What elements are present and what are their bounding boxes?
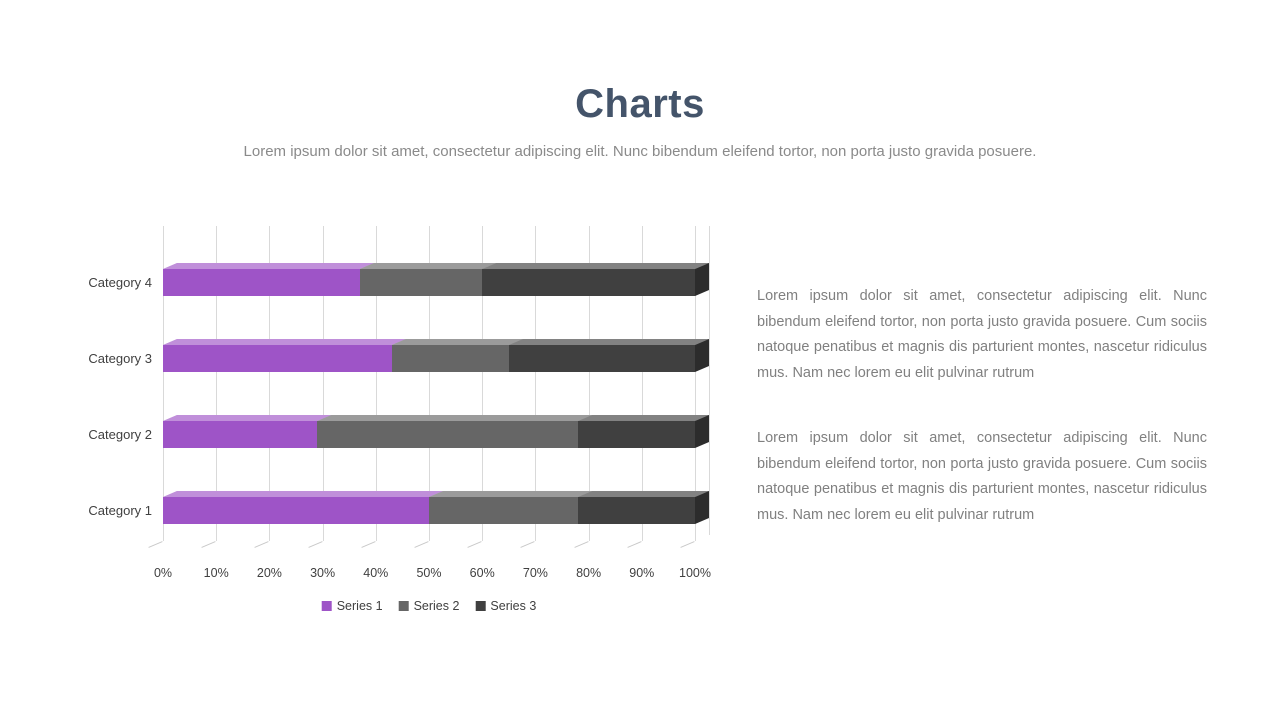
gridline: [588, 226, 590, 541]
axis-tick: [201, 541, 216, 548]
axis-tick: [573, 541, 589, 548]
bar-segment: [429, 497, 578, 524]
x-tick-label: 60%: [469, 566, 495, 580]
bar-segment: [163, 345, 392, 372]
x-tick-label: 70%: [522, 566, 548, 580]
x-tick-label: 10%: [203, 566, 229, 580]
axis-tick: [520, 541, 535, 548]
bar-segment-top: [482, 263, 709, 269]
slide-subtitle: Lorem ipsum dolor sit amet, consectetur …: [243, 143, 1037, 160]
legend-item: Series 2: [398, 599, 460, 613]
legend-swatch: [475, 601, 486, 611]
axis-tick: [361, 541, 376, 548]
axis-tick: [467, 541, 482, 548]
axis-tick: [254, 541, 269, 548]
category-label: Category 3: [88, 351, 152, 366]
stacked-bar-chart: Category 4 Category 3 Category 2 Category 1…: [70, 226, 730, 646]
gridline: [163, 226, 164, 541]
category-axis: Category 4 Category 3 Category 2 Category 1: [70, 226, 152, 541]
bar-segment-top: [163, 339, 406, 345]
page-title: Charts: [575, 82, 705, 126]
body-paragraph-1: Lorem ipsum dolor sit amet, consectetur …: [757, 288, 1207, 381]
bar-segment-top: [163, 263, 374, 269]
bar-segment: [163, 421, 318, 448]
bar-segment-side: [695, 263, 709, 296]
bar-segment-top: [429, 491, 592, 497]
bar-segment-top: [317, 415, 592, 421]
plot-area: 0% 10% 20% 30% 40% 50% 60% 70% 80% 90% 100% Series…: [148, 226, 711, 613]
axis-tick: [414, 541, 429, 548]
body-paragraph-2: Lorem ipsum dolor sit amet, consectetur …: [757, 430, 1207, 523]
gridline: [269, 226, 271, 541]
x-tick-label: 80%: [576, 566, 602, 580]
bar-segment: [508, 345, 695, 372]
gridline: [695, 226, 696, 541]
bar-segment: [577, 421, 695, 448]
legend-swatch: [321, 601, 332, 611]
bar-segment-top: [163, 491, 443, 497]
bar-segment: [163, 497, 429, 524]
gridline: [216, 226, 218, 541]
bar-segment: [482, 269, 695, 296]
bar-segment-top: [163, 415, 331, 421]
x-tick-label: 50%: [416, 566, 442, 580]
chart-legend: Series 1 Series 2 Series 3: [321, 599, 536, 613]
legend-label: Series 2: [413, 599, 460, 613]
bar-segment-top: [578, 415, 709, 421]
axis-tick: [307, 541, 323, 548]
legend-label: Series 3: [490, 599, 537, 613]
axis-tick: [627, 541, 642, 548]
x-tick-label: 30%: [310, 566, 336, 580]
body-text-block: Lorem ipsum dolor sit amet, consectetur …: [757, 284, 1207, 568]
gridline: [322, 226, 324, 541]
gridline: [482, 226, 484, 541]
gridline: [641, 226, 643, 541]
gridline: [535, 226, 537, 541]
bar-segment: [577, 497, 695, 524]
x-tick-label: 100%: [679, 566, 711, 580]
axis-tick: [680, 541, 695, 548]
bar-segment: [163, 269, 360, 296]
bar-segment-top: [578, 491, 709, 497]
x-tick-label: 40%: [363, 566, 389, 580]
legend-label: Series 1: [336, 599, 383, 613]
x-tick-label: 90%: [629, 566, 655, 580]
gridline: [429, 226, 430, 541]
x-tick-label: 20%: [256, 566, 282, 580]
category-label: Category 2: [88, 427, 152, 442]
legend-item: Series 3: [475, 599, 536, 613]
bar-segment-top: [360, 263, 496, 269]
gridline: [375, 226, 377, 541]
bar-segment-side: [695, 415, 709, 448]
bar-segment: [359, 269, 483, 296]
legend-swatch: [398, 601, 409, 611]
bar-segment: [317, 421, 578, 448]
bar-segment: [391, 345, 509, 372]
bar-segment-side: [695, 491, 709, 524]
bar-segment-top: [392, 339, 523, 345]
back-wall-line: [709, 226, 710, 535]
x-tick-label: 0%: [153, 566, 173, 580]
axis-tick: [148, 541, 163, 548]
category-label: Category 4: [88, 275, 152, 290]
category-label: Category 1: [88, 503, 152, 518]
bar-segment-side: [695, 339, 709, 372]
bar-segment-top: [509, 339, 709, 345]
legend-item: Series 1: [321, 599, 383, 613]
